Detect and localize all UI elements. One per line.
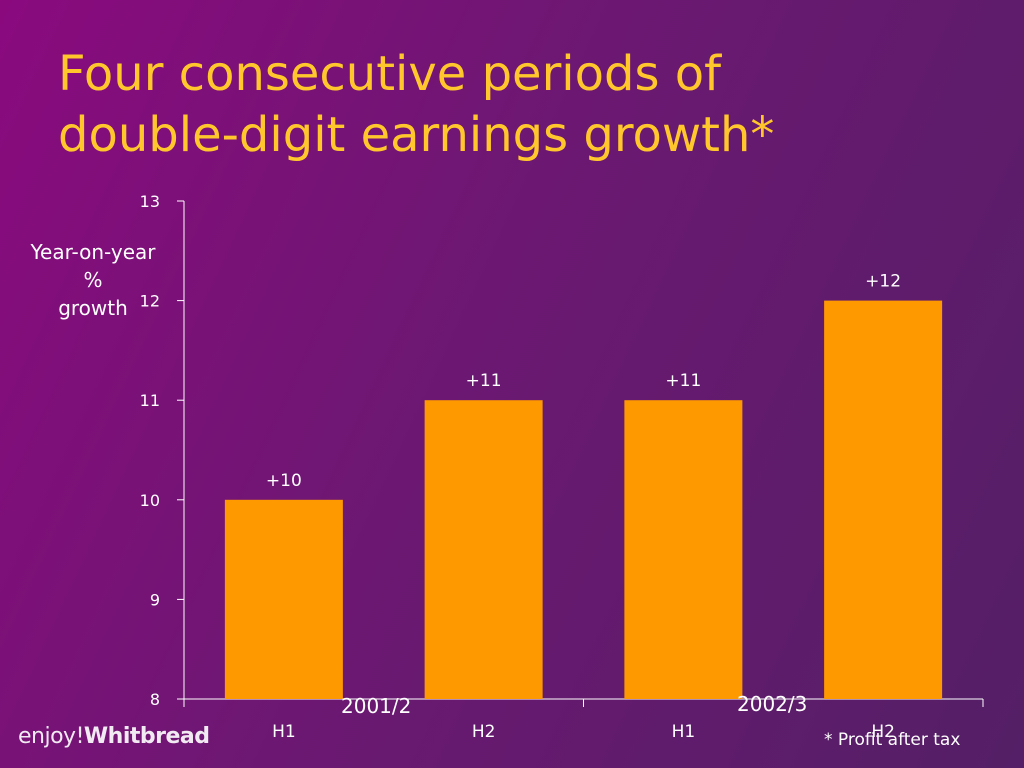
data-label-3: +12 [865, 272, 901, 292]
y-tick-label-5: 13 [140, 192, 160, 211]
footnote: * Profit after tax [824, 730, 961, 750]
title-line-1: Four consecutive periods of [58, 46, 721, 102]
category-label-2: H1 [672, 722, 696, 742]
logo-brand: Whitbread [83, 724, 210, 749]
bar-1 [424, 400, 543, 699]
y-tick-label-0: 8 [150, 690, 160, 709]
data-label-2: +11 [665, 371, 701, 391]
y-axis-title: Year-on-year % growth [8, 238, 178, 322]
whitbread-logo: enjoy!Whitbread [18, 724, 210, 749]
bar-0 [224, 499, 343, 699]
y-axis-title-line-2: % [83, 268, 103, 292]
y-axis-title-line-3: growth [58, 296, 128, 320]
y-tick-label-4: 12 [140, 292, 160, 311]
y-tick-label-1: 9 [150, 590, 160, 609]
title-line-2: double-digit earnings growth* [58, 107, 775, 163]
data-label-1: +11 [466, 371, 502, 391]
category-label-0: H1 [272, 722, 296, 742]
y-axis-title-line-1: Year-on-year [30, 240, 156, 264]
category-label-1: H2 [472, 722, 496, 742]
bar-2 [624, 400, 743, 699]
group-label-2002-3: 2002/3 [737, 692, 808, 716]
data-label-0: +10 [266, 471, 302, 491]
y-tick-label-3: 11 [140, 391, 160, 410]
bar-3 [824, 300, 943, 699]
category-label-3: H2 [871, 722, 895, 742]
group-label-2001-2: 2001/2 [341, 694, 412, 718]
y-tick-label-2: 10 [140, 491, 160, 510]
logo-prefix: enjoy! [18, 724, 84, 749]
page-title: Four consecutive periods of double-digit… [58, 44, 998, 166]
